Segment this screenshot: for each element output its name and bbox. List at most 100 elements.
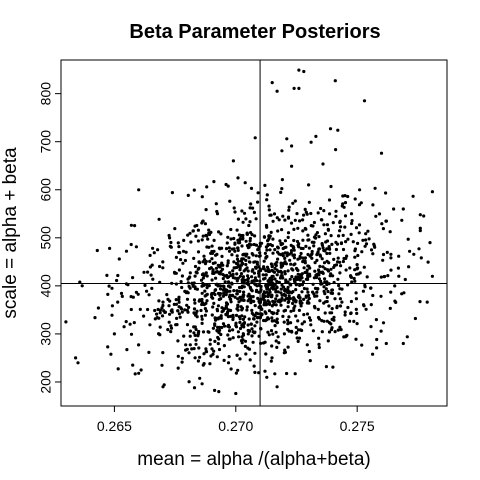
data-point [230,247,234,251]
data-point [263,340,267,344]
data-point [300,283,304,287]
data-point [227,249,232,253]
data-point [124,249,129,253]
data-point [286,290,290,295]
data-point [262,318,266,323]
data-point [280,296,284,301]
data-point [393,299,397,303]
data-point [241,324,245,328]
data-point [354,291,358,295]
data-point [174,282,178,286]
data-point [110,286,114,290]
data-point [310,240,314,244]
data-point [201,276,205,280]
data-point [200,314,204,318]
data-point [293,372,297,376]
data-point [285,137,289,141]
data-point [335,304,339,308]
data-point [344,240,348,244]
data-point [264,269,268,273]
data-point [270,310,274,315]
data-point [384,191,388,195]
data-point [265,198,269,202]
data-point [340,287,344,291]
data-point [246,274,250,278]
data-point [181,261,185,265]
data-point [270,316,274,320]
data-point [289,262,293,266]
data-point [253,265,258,269]
data-point [217,246,221,250]
data-point [297,308,301,312]
data-point [332,318,336,322]
data-point [332,315,336,319]
data-point [289,309,293,313]
data-point [193,356,197,360]
data-point [179,258,183,262]
data-point [249,186,254,190]
data-point [295,212,299,216]
y-tick-label: 600 [38,178,54,202]
data-point [225,264,229,268]
data-point [223,274,228,278]
data-point [358,188,362,192]
data-point [286,296,290,301]
data-point [235,272,239,276]
data-point [214,276,218,280]
data-point [268,213,272,217]
data-point [182,238,186,242]
data-point [204,349,208,353]
data-point [210,244,214,248]
data-point [342,256,346,261]
data-point [267,269,271,274]
data-point [185,297,190,301]
data-point [233,242,237,246]
data-point [255,262,259,266]
data-point [271,219,275,223]
data-point [176,366,180,370]
data-point [163,310,167,314]
data-point [344,268,348,272]
data-point [152,251,156,255]
data-point [106,292,110,296]
data-point [253,136,257,140]
data-point [207,228,211,232]
data-point [346,194,350,199]
data-point [276,229,280,233]
data-point [300,328,304,333]
data-point [261,294,265,298]
data-point [161,351,165,355]
data-point [341,247,346,252]
data-point [209,266,213,270]
data-point [105,273,109,277]
data-point [270,81,274,85]
y-tick-label: 300 [38,322,54,346]
data-point [167,304,171,308]
y-tick-label: 400 [38,274,54,298]
data-point [377,212,382,216]
data-point [153,308,157,313]
data-point [319,279,323,283]
data-point [338,260,342,264]
data-point [267,237,271,241]
data-point [243,344,247,348]
data-point [276,309,280,313]
data-point [338,304,343,308]
data-point [303,207,307,211]
data-point [329,234,333,238]
data-point [296,226,300,230]
data-point [138,307,142,311]
data-point [207,284,211,288]
data-point [311,329,315,333]
data-point [146,270,150,274]
data-point [306,273,310,278]
data-point [405,335,409,339]
data-point [212,301,216,305]
data-point [197,346,201,350]
data-point [200,238,204,242]
data-point [351,240,355,244]
data-point [327,321,331,325]
data-point [322,285,326,289]
data-point [247,297,251,301]
